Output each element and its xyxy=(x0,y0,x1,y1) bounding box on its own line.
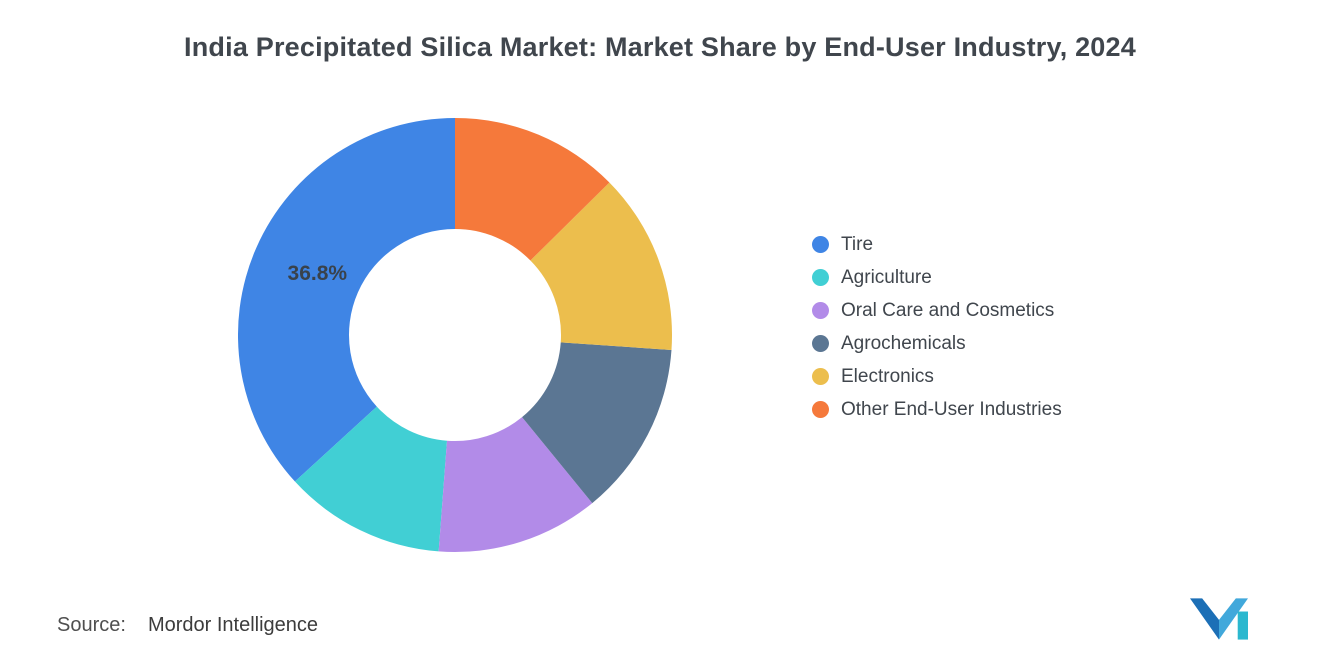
pie-slice-tire[interactable] xyxy=(238,118,455,482)
legend-marker-icon xyxy=(812,335,829,352)
legend-label: Other End-User Industries xyxy=(841,398,1062,420)
legend-marker-icon xyxy=(812,269,829,286)
mordor-logo xyxy=(1190,598,1248,640)
legend: Tire Agriculture Oral Care and Cosmetics Ag… xyxy=(812,228,1062,426)
logo-shape-bar xyxy=(1237,611,1248,640)
pie-slice-electronics[interactable] xyxy=(530,182,672,350)
logo-shape-right xyxy=(1219,598,1248,640)
legend-marker-icon xyxy=(812,236,829,253)
legend-item-tire[interactable]: Tire xyxy=(812,228,1062,261)
legend-label: Electronics xyxy=(841,365,934,387)
pie-slice-agriculture[interactable] xyxy=(294,406,448,552)
pie-slice-oral-care-and-cosmetics[interactable] xyxy=(438,417,593,552)
legend-label: Oral Care and Cosmetics xyxy=(841,299,1055,321)
source-label: Source: xyxy=(57,614,126,636)
legend-label: Agrochemicals xyxy=(841,332,966,354)
data-label-tire: 36.8% xyxy=(288,262,348,285)
donut-chart-svg: 36.8% xyxy=(238,118,672,552)
source-value: Mordor Intelligence xyxy=(147,614,319,636)
legend-label: Agriculture xyxy=(841,266,932,288)
legend-item-oral-care-and-cosmetics[interactable]: Oral Care and Cosmetics xyxy=(812,294,1062,327)
legend-item-agriculture[interactable]: Agriculture xyxy=(812,261,1062,294)
pie-slice-other-end-user-industries[interactable] xyxy=(455,118,610,261)
legend-marker-icon xyxy=(812,368,829,385)
logo-shape-left xyxy=(1190,598,1219,640)
legend-item-electronics[interactable]: Electronics xyxy=(812,360,1062,393)
legend-item-agrochemicals[interactable]: Agrochemicals xyxy=(812,327,1062,360)
source-line: Source: Mordor Intelligence xyxy=(57,614,318,637)
legend-marker-icon xyxy=(812,401,829,418)
pie-slice-agrochemicals[interactable] xyxy=(522,342,672,504)
legend-label: Tire xyxy=(841,233,874,255)
donut-chart: 36.8% xyxy=(238,118,672,552)
legend-marker-icon xyxy=(812,302,829,319)
legend-item-other-end-user-industries[interactable]: Other End-User Industries xyxy=(812,393,1062,426)
chart-title: India Precipitated Silica Market: Market… xyxy=(184,32,1136,62)
